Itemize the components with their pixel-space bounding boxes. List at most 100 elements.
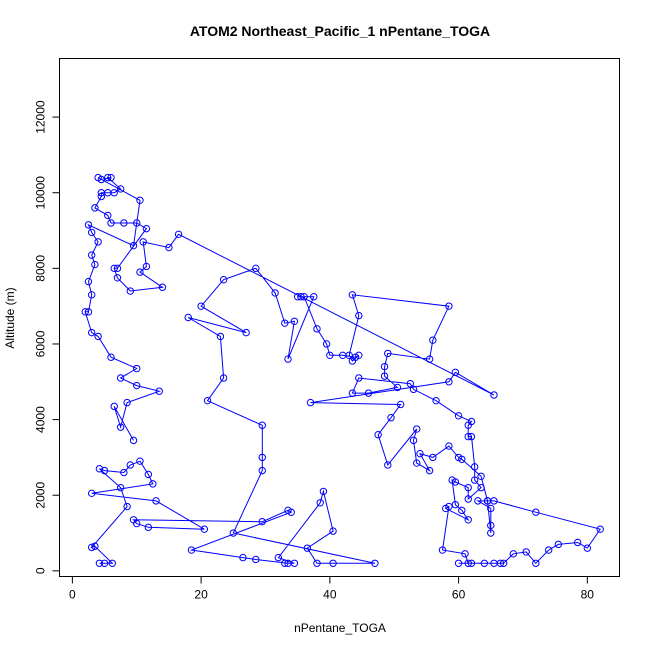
y-axis: 0 2000 4000 6000 8000 10000 12000: [34, 100, 60, 574]
data-point: [84, 277, 93, 286]
data-point: [454, 453, 463, 462]
data-point: [252, 555, 260, 564]
data-point: [348, 389, 357, 397]
data-point: [458, 506, 466, 515]
data-point: [467, 559, 476, 567]
data-point: [116, 423, 125, 431]
data-point: [155, 387, 163, 395]
data-point: [129, 241, 138, 250]
data-point: [364, 389, 373, 397]
data-point: [123, 398, 131, 407]
data-point: [203, 396, 212, 405]
y-tick-label: 8000: [34, 255, 48, 282]
data-point: [144, 470, 153, 479]
data-point: [393, 383, 402, 392]
data-series: [81, 173, 604, 567]
data-point: [425, 466, 434, 475]
data-point: [87, 228, 96, 237]
data-point: [133, 219, 141, 227]
data-point: [454, 559, 463, 567]
data-point: [142, 224, 151, 233]
data-point: [84, 221, 93, 229]
data-point: [445, 502, 453, 511]
data-point: [200, 525, 209, 533]
data-point: [100, 466, 109, 475]
data-point: [123, 502, 131, 511]
data-point: [432, 396, 440, 405]
data-point: [107, 219, 115, 227]
data-point: [133, 364, 141, 373]
data-point: [499, 559, 508, 567]
data-point: [454, 412, 463, 420]
data-point: [94, 238, 102, 246]
data-point: [319, 487, 328, 496]
data-point: [384, 349, 392, 358]
y-axis-label: Altitude (m): [3, 287, 17, 348]
data-point: [487, 521, 495, 530]
data-point: [219, 374, 228, 382]
data-point: [239, 553, 247, 562]
data-point: [464, 559, 472, 567]
data-point: [461, 550, 469, 558]
x-axis: 0 20 40 60 80: [69, 576, 595, 602]
data-point: [216, 332, 225, 341]
data-point: [110, 264, 118, 273]
data-point: [94, 332, 102, 341]
data-point: [290, 559, 299, 567]
data-point: [464, 432, 472, 441]
data-point: [274, 553, 283, 562]
data-point: [95, 465, 104, 473]
data-point: [490, 391, 498, 399]
x-tick-label: 40: [323, 588, 337, 602]
data-point: [152, 497, 160, 505]
data-point: [100, 559, 109, 567]
data-point: [554, 540, 563, 549]
data-point: [329, 559, 337, 567]
data-point: [165, 243, 173, 252]
plot-frame: [59, 58, 620, 577]
data-point: [258, 453, 266, 462]
data-point: [219, 275, 228, 284]
chart-title: ATOM2 Northeast_Pacific_1 nPentane_TOGA: [190, 23, 490, 39]
data-point: [371, 559, 379, 567]
data-point: [467, 432, 476, 441]
data-point: [297, 293, 305, 301]
data-point: [464, 483, 472, 492]
data-point: [406, 379, 415, 388]
data-point: [487, 529, 495, 537]
data-point: [583, 544, 592, 552]
series-line: [84, 177, 602, 565]
data-point: [142, 262, 151, 271]
data-point: [480, 559, 489, 567]
data-point: [487, 504, 495, 513]
data-point: [184, 313, 192, 322]
data-point: [287, 508, 295, 516]
data-point: [144, 523, 153, 532]
data-point: [94, 173, 102, 182]
data-point: [113, 274, 122, 282]
x-tick-label: 20: [194, 588, 208, 602]
y-tick-label: 4000: [34, 406, 48, 433]
y-tick-label: 12000: [34, 100, 48, 134]
data-point: [97, 192, 106, 201]
y-tick-label: 2000: [34, 482, 48, 509]
data-point: [380, 372, 389, 380]
data-point: [448, 476, 456, 484]
data-point: [87, 543, 96, 552]
data-point: [313, 559, 321, 567]
data-point: [496, 559, 505, 567]
data-point: [95, 559, 104, 567]
data-point: [91, 204, 99, 212]
data-point: [120, 468, 128, 477]
data-point: [126, 461, 135, 469]
data-point: [281, 319, 289, 327]
data-point: [413, 425, 421, 433]
data-point: [110, 189, 118, 197]
data-point: [197, 302, 205, 310]
data-point: [136, 457, 144, 465]
data-point: [464, 421, 472, 429]
x-tick-label: 80: [581, 588, 595, 602]
data-point: [445, 302, 453, 310]
data-point: [483, 497, 492, 505]
data-point: [271, 289, 279, 297]
